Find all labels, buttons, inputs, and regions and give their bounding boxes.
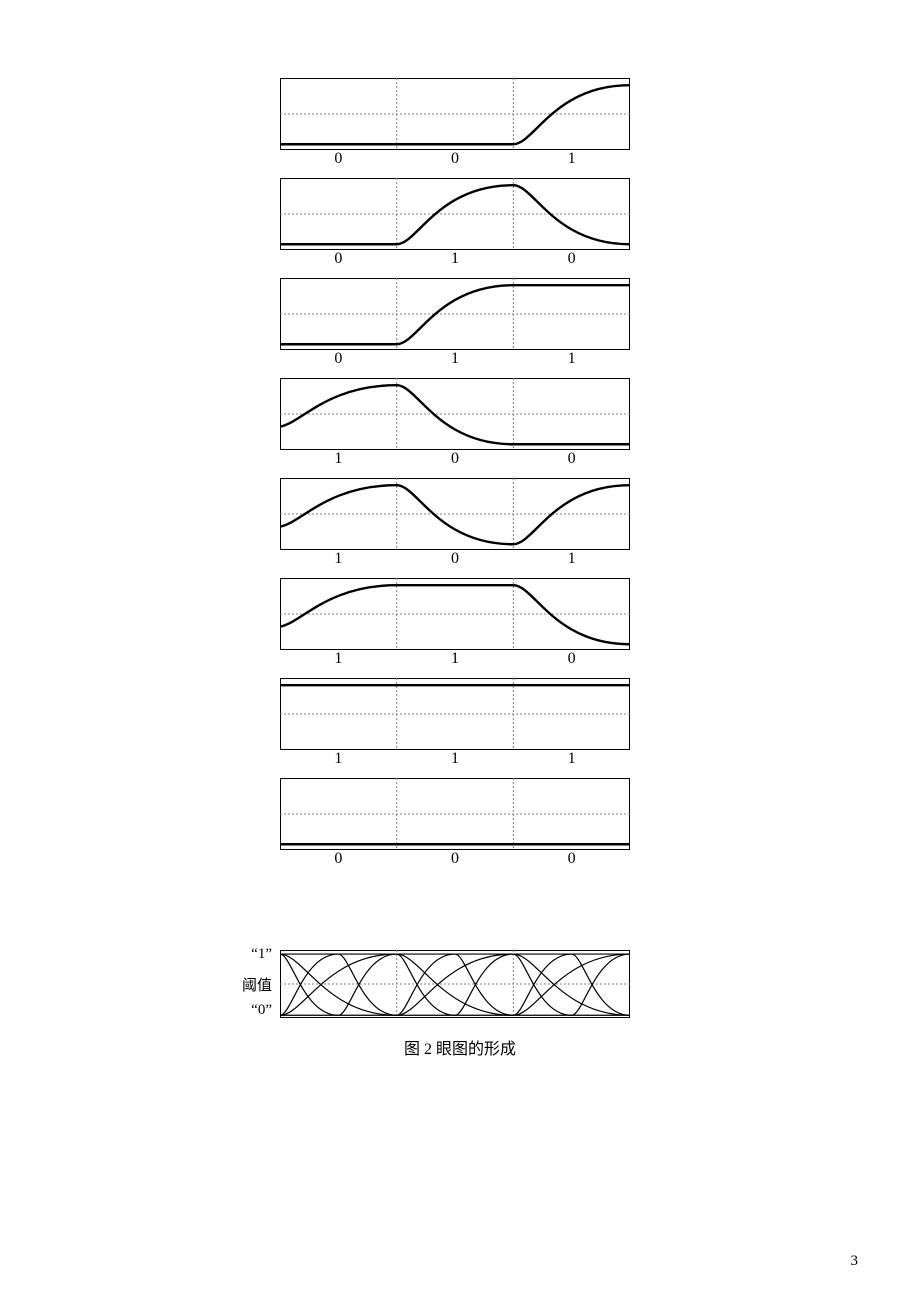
bit-label: 1	[568, 550, 576, 568]
bit-label: 1	[334, 550, 342, 568]
bit-label: 0	[568, 450, 576, 468]
eye-label-1: “1”	[251, 946, 272, 963]
waveform-panel: 0 1 1	[280, 278, 630, 372]
bit-label: 0	[568, 850, 576, 868]
panel-bit-labels: 0 0 0	[280, 850, 630, 872]
bit-label: 0	[451, 150, 459, 168]
bit-label: 1	[568, 350, 576, 368]
waveform-panel: 1 1 1	[280, 678, 630, 772]
waveform-panel: 1 0 0	[280, 378, 630, 472]
waveform-panel: 1 0 1	[280, 478, 630, 572]
waveform-panel: 1 1 0	[280, 578, 630, 672]
bit-label: 0	[451, 450, 459, 468]
bit-label: 1	[334, 750, 342, 768]
bit-label: 0	[334, 150, 342, 168]
panel-bit-labels: 1 0 0	[280, 450, 630, 472]
bit-label: 1	[451, 750, 459, 768]
eye-label-mid: 阈值	[242, 974, 272, 995]
bit-label: 1	[568, 150, 576, 168]
eye-diagram	[280, 950, 630, 1023]
eye-label-0: “0”	[251, 1002, 272, 1019]
bit-label: 1	[334, 650, 342, 668]
bit-label: 1	[334, 450, 342, 468]
waveform-panel: 0 1 0	[280, 178, 630, 272]
waveform-panel: 0 0 1	[280, 78, 630, 172]
waveform-panels: 0 0 1 0 1 0 0 1 1 1 0 0 1 0 1 1 1 0	[280, 78, 630, 878]
eye-left-labels: “1” 阈值 “0”	[225, 950, 280, 1020]
bit-label: 0	[568, 650, 576, 668]
bit-label: 1	[451, 650, 459, 668]
bit-label: 0	[568, 250, 576, 268]
page-number: 3	[851, 1253, 859, 1270]
bit-label: 0	[451, 850, 459, 868]
waveform-panel: 0 0 0	[280, 778, 630, 872]
panel-bit-labels: 0 1 0	[280, 250, 630, 272]
bit-label: 1	[451, 350, 459, 368]
bit-label: 0	[334, 250, 342, 268]
panel-bit-labels: 0 0 1	[280, 150, 630, 172]
bit-label: 1	[451, 250, 459, 268]
panel-bit-labels: 1 1 0	[280, 650, 630, 672]
bit-label: 0	[451, 550, 459, 568]
panel-bit-labels: 1 0 1	[280, 550, 630, 572]
bit-label: 1	[568, 750, 576, 768]
bit-label: 0	[334, 850, 342, 868]
figure-caption: 图 2 眼图的形成	[0, 1035, 920, 1059]
panel-bit-labels: 0 1 1	[280, 350, 630, 372]
bit-label: 0	[334, 350, 342, 368]
page: 0 0 1 0 1 0 0 1 1 1 0 0 1 0 1 1 1 0	[0, 0, 920, 1300]
panel-bit-labels: 1 1 1	[280, 750, 630, 772]
